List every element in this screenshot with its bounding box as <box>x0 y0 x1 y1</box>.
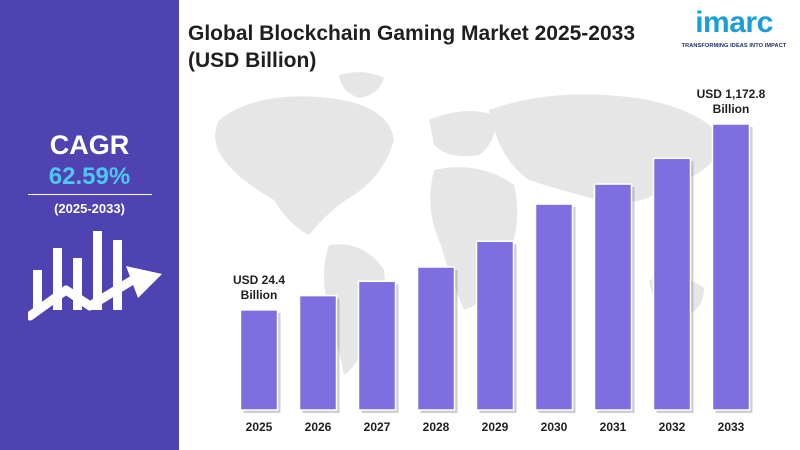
chart-title: Global Blockchain Gaming Market 2025-203… <box>188 22 636 72</box>
annotation-2033-value: USD 1,172.8 <box>697 87 766 101</box>
x-tick-label-2025: 2025 <box>246 420 273 434</box>
bars <box>239 123 753 413</box>
x-tick-label-2028: 2028 <box>423 420 450 434</box>
annotation-2033-unit: Billion <box>713 102 750 116</box>
x-tick-label-2030: 2030 <box>541 420 568 434</box>
bar-2029 <box>475 240 515 411</box>
sidebar: CAGR 62.59% (2025-2033) <box>0 0 179 450</box>
x-tick-label-2027: 2027 <box>364 420 391 434</box>
annotation-2025-unit: Billion <box>241 288 278 302</box>
annotation-2025-value: USD 24.4 <box>233 273 285 287</box>
logo-word: imarc <box>695 6 773 39</box>
imarc-logo: imarc TRANSFORMING IDEAS INTO IMPACT <box>674 6 794 54</box>
bar-2033 <box>711 123 751 411</box>
logo-tagline: TRANSFORMING IDEAS INTO IMPACT <box>681 43 787 49</box>
bar-2027 <box>357 280 397 411</box>
x-tick-label-2031: 2031 <box>600 420 627 434</box>
x-tick-label-2029: 2029 <box>482 420 509 434</box>
cagr-period: (2025-2033) <box>54 201 125 216</box>
bar-2025 <box>239 309 279 411</box>
bar-2031 <box>593 183 633 411</box>
bar-2032 <box>652 157 692 411</box>
x-tick-label-2032: 2032 <box>659 420 686 434</box>
bar-chart: 2025 2026 2027 2028 2029 2030 2031 2032 2033 USD… <box>215 72 766 434</box>
x-tick-label-2033: 2033 <box>718 420 745 434</box>
x-axis-ticks: 2025 2026 2027 2028 2029 2030 2031 2032 2033 <box>246 420 745 434</box>
cagr-value: 62.59% <box>48 163 131 190</box>
x-tick-label-2026: 2026 <box>305 420 332 434</box>
world-map-background <box>215 72 724 375</box>
bar-2030 <box>534 203 574 411</box>
bar-growth-arrow-icon <box>28 231 162 321</box>
cagr-label: CAGR <box>49 130 130 160</box>
bar-2026 <box>298 294 338 411</box>
cagr-divider <box>28 194 152 195</box>
bar-2028 <box>416 266 456 411</box>
